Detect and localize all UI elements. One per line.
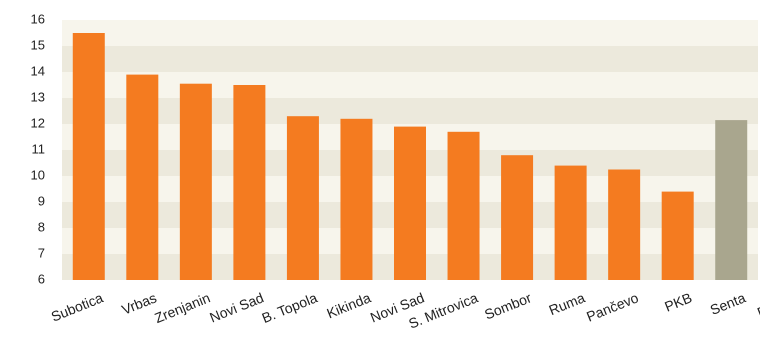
bar [661,191,694,280]
bar [233,85,266,280]
y-tick-label: 11 [32,141,46,156]
x-tick-label: Kikinda [324,289,373,321]
y-tick-label: 6 [38,271,45,286]
bar [126,74,159,280]
x-tick-label: Zrenjanin [152,289,212,326]
bar [286,116,319,280]
bar [340,118,373,280]
y-tick-label: 13 [31,89,45,104]
x-tick-label: Pančevo [584,289,641,324]
grid-band [62,98,758,124]
grid-band [62,46,758,72]
x-tick-label: Subotica [49,289,106,324]
x-tick-label: Prosek [755,289,760,321]
x-tick-label: B. Topola [260,289,320,326]
bar [501,155,534,280]
grid-band [62,20,758,46]
y-tick-label: 16 [31,11,45,26]
y-tick-label: 9 [38,193,45,208]
y-tick-label: 10 [31,167,45,182]
y-tick-label: 12 [31,115,45,130]
bar [554,165,587,280]
y-tick-label: 7 [38,245,45,260]
x-tick-label: Novi Sad [207,289,266,325]
bar [179,83,212,280]
x-tick-label: Sombor [482,289,534,322]
bar [394,126,426,280]
y-tick-label: 8 [38,219,45,234]
bar [715,120,748,280]
grid-band [62,72,758,98]
x-tick-label: Ruma [546,289,587,318]
bar [72,33,105,280]
y-tick-label: 14 [31,63,45,78]
y-tick-label: 15 [31,37,45,52]
bar [447,131,480,280]
x-tick-label: Senta [708,289,748,318]
x-tick-label: PKB [662,289,694,314]
bar [608,169,641,280]
